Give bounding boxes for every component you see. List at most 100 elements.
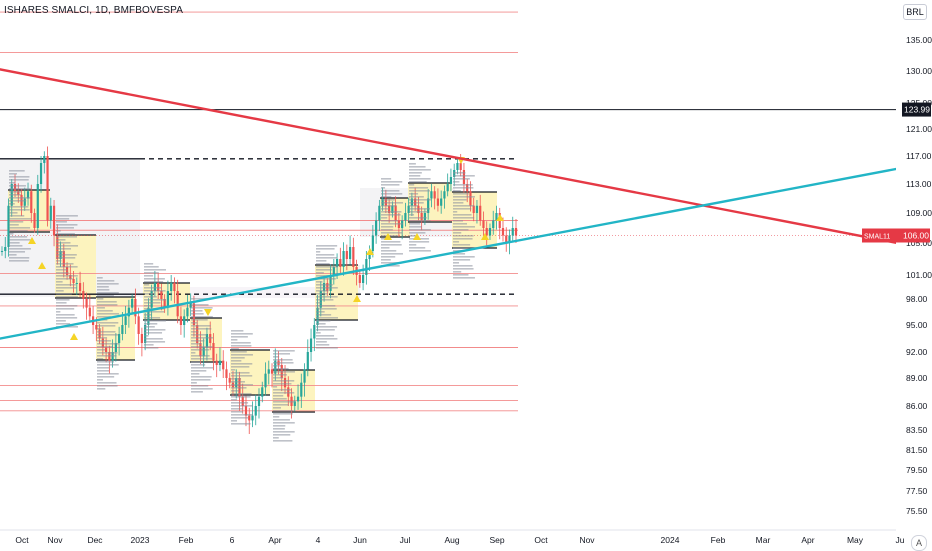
volume-profile-bar: [191, 370, 207, 372]
volume-profile-bar: [97, 376, 115, 378]
volume-profile-bar: [316, 317, 338, 319]
x-tick-label: Nov: [47, 535, 63, 545]
volume-profile-bar: [409, 217, 427, 219]
candle-body: [33, 213, 36, 228]
candle-body: [339, 259, 342, 267]
candle-body: [62, 251, 65, 267]
volume-profile-bar: [273, 359, 293, 361]
candle-body: [394, 205, 397, 221]
volume-profile-bar: [191, 316, 213, 318]
volume-profile-bar: [97, 346, 113, 348]
volume-profile-bar: [97, 385, 118, 387]
volume-profile-bar: [316, 296, 338, 298]
volume-profile-bar: [381, 238, 387, 240]
volume-profile-bar: [453, 175, 475, 177]
candle-body: [140, 334, 143, 343]
volume-profile-bar: [273, 434, 291, 436]
volume-profile-bar: [191, 364, 206, 366]
volume-profile-bar: [56, 242, 71, 244]
volume-profile-bar: [144, 329, 166, 331]
volume-profile-bar: [97, 343, 119, 345]
volume-profile-bar: [9, 242, 20, 244]
volume-profile-bar: [191, 373, 200, 375]
y-tick-label: 83.50: [906, 425, 928, 435]
volume-profile-bar: [273, 356, 280, 358]
candle-body: [241, 396, 244, 406]
volume-profile-bar: [97, 382, 117, 384]
auto-scale-button[interactable]: A: [911, 535, 927, 551]
candle-body: [375, 220, 378, 236]
last-price-bg: [892, 228, 930, 243]
candle-body: [52, 205, 56, 236]
volume-profile-bar: [453, 217, 475, 219]
volume-profile-bar: [231, 408, 244, 410]
candle-body: [514, 228, 518, 236]
chart-title: ISHARES SMALCI, 1D, BMFBOVESPA: [4, 5, 183, 16]
volume-profile-bar: [9, 170, 25, 172]
volume-profile-bar: [453, 190, 461, 192]
candle-body: [235, 378, 238, 388]
volume-profile-bar: [316, 248, 335, 250]
volume-profile-bar: [453, 193, 469, 195]
volume-profile-bar: [273, 353, 291, 355]
volume-profile-bar: [381, 256, 396, 258]
volume-profile-bar: [409, 208, 430, 210]
volume-profile-bar: [231, 417, 249, 419]
volume-profile-bar: [316, 335, 335, 337]
candle-body: [313, 325, 316, 339]
volume-profile-bar: [453, 196, 475, 198]
candle-body: [43, 156, 46, 163]
volume-profile-bar: [316, 305, 336, 307]
volume-profile-bar: [316, 347, 338, 349]
candle-body: [348, 247, 352, 259]
volume-profile-bar: [453, 184, 473, 186]
candle-body: [505, 235, 508, 243]
volume-profile-bar: [56, 323, 71, 325]
volume-profile-bar: [409, 244, 417, 246]
candle-body: [225, 369, 228, 378]
volume-profile-bar: [273, 437, 279, 439]
volume-profile-bar: [97, 304, 118, 306]
volume-profile-bar: [191, 343, 202, 345]
volume-profile-bar: [381, 202, 403, 204]
volume-profile-bar: [144, 335, 149, 337]
candle-body: [85, 299, 88, 308]
volume-profile-bar: [453, 199, 467, 201]
candle-body: [222, 360, 225, 370]
volume-profile-bar: [9, 209, 30, 211]
volume-profile-bar: [144, 314, 152, 316]
candle-body: [17, 191, 20, 195]
volume-profile-bar: [97, 292, 119, 294]
candle-body: [166, 291, 170, 308]
candle-body: [121, 325, 124, 334]
volume-profile-bar: [316, 344, 330, 346]
volume-profile-bar: [316, 341, 327, 343]
volume-profile-bar: [9, 191, 22, 193]
candle-body: [283, 378, 287, 388]
volume-profile-bar: [97, 322, 119, 324]
volume-profile-bar: [56, 230, 61, 232]
volume-profile-bar: [191, 355, 210, 357]
volume-profile-bar: [231, 354, 253, 356]
volume-profile-bar: [453, 256, 475, 258]
candle-body: [144, 325, 147, 343]
volume-profile-bar: [56, 218, 70, 220]
volume-profile-bar: [56, 281, 63, 283]
currency-button[interactable]: BRL: [903, 4, 927, 20]
volume-profile-bar: [56, 215, 78, 217]
y-tick-label: 109.00: [906, 208, 932, 218]
volume-profile-bar: [231, 411, 244, 413]
candle-body: [459, 163, 462, 170]
signal-triangle-10: [496, 214, 504, 221]
volume-profile-bar: [56, 317, 78, 319]
volume-profile-bar: [453, 211, 458, 213]
volume-profile-bar: [144, 341, 166, 343]
volume-profile-bar: [381, 181, 403, 183]
volume-profile-bar: [191, 319, 208, 321]
candle-body: [202, 347, 205, 357]
volume-profile-bar: [231, 399, 238, 401]
volume-profile-bar: [381, 220, 398, 222]
volume-profile-bar: [97, 307, 105, 309]
candle-body: [446, 184, 449, 192]
